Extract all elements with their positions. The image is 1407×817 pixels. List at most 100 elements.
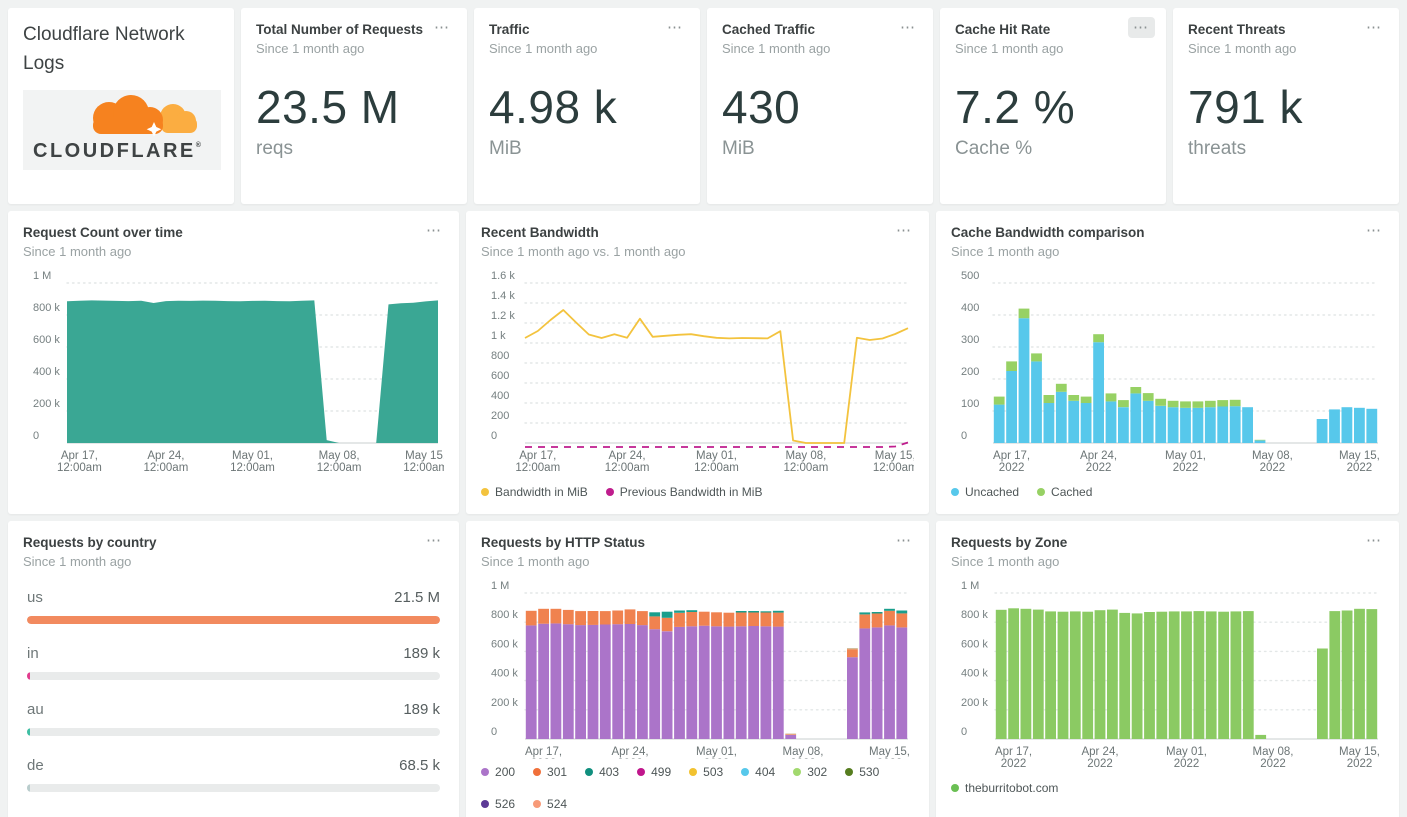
- svg-text:Apr 17,: Apr 17,: [993, 450, 1030, 462]
- legend-item[interactable]: Previous Bandwidth in MiB: [605, 485, 763, 500]
- country-row: in 189 k: [27, 645, 441, 681]
- legend-color-dot: [481, 800, 490, 808]
- legend-item[interactable]: 530: [845, 765, 879, 779]
- svg-text:12:00am: 12:00am: [784, 462, 829, 474]
- svg-text:300: 300: [961, 334, 979, 346]
- panel-title: Requests by country: [23, 535, 157, 550]
- legend-label: 499: [651, 765, 672, 779]
- svg-text:1 M: 1 M: [491, 580, 509, 592]
- legend-item[interactable]: Bandwidth in MiB: [481, 485, 588, 499]
- svg-text:200 k: 200 k: [961, 697, 988, 709]
- legend-item[interactable]: theburritobot.com: [951, 781, 1058, 795]
- panel-menu-icon[interactable]: ⋯: [1366, 532, 1383, 549]
- panel-menu-icon[interactable]: ⋯: [426, 222, 444, 239]
- svg-text:2022: 2022: [999, 462, 1025, 474]
- legend-color-dot: [605, 488, 614, 497]
- panel-menu-icon[interactable]: ⋯: [1366, 222, 1383, 239]
- panel-title: Cache Bandwidth comparison: [951, 225, 1145, 240]
- stat-panel-total-requests: ⋯ Total Number of Requests Since 1 month…: [241, 8, 467, 204]
- svg-text:400: 400: [491, 390, 509, 402]
- svg-text:May 01,: May 01,: [696, 746, 737, 758]
- svg-text:200: 200: [961, 366, 979, 378]
- chart-requests-by-country: us 21.5 M in 189 k au 189 k de 68.5: [23, 589, 444, 813]
- country-row: us 21.5 M: [27, 589, 441, 625]
- legend-item[interactable]: 499: [637, 765, 671, 779]
- legend-item[interactable]: Uncached: [951, 485, 1019, 499]
- svg-text:12:00am: 12:00am: [605, 462, 650, 474]
- panel-menu-icon[interactable]: ⋯: [426, 532, 444, 549]
- legend-color-dot: [481, 768, 490, 776]
- svg-text:12:00am: 12:00am: [515, 462, 560, 474]
- svg-text:Apr 17,: Apr 17,: [995, 746, 1032, 758]
- top-row: Cloudflare Network Logs CLOUDFLARE® ⋯: [8, 8, 1399, 204]
- stat-unit: MiB: [489, 138, 522, 160]
- panel-menu-icon[interactable]: ⋯: [896, 222, 913, 239]
- legend-item[interactable]: 403: [585, 765, 619, 779]
- panel-menu-icon[interactable]: ⋯: [1366, 19, 1383, 36]
- stat-value: 7.2 %: [955, 81, 1076, 134]
- svg-text:12:00am: 12:00am: [403, 462, 444, 474]
- panel-title: Recent Threats: [1188, 22, 1286, 37]
- legend-label: 503: [703, 765, 724, 779]
- legend-item[interactable]: Cached: [1037, 485, 1092, 499]
- svg-text:2022: 2022: [1347, 758, 1373, 770]
- svg-text:Apr 17,: Apr 17,: [525, 746, 562, 758]
- panel-menu-icon[interactable]: ⋯: [434, 19, 451, 36]
- country-row: de 68.5 k: [27, 757, 441, 793]
- panel-menu-icon[interactable]: ⋯: [896, 532, 913, 549]
- country-bar-fill: [27, 784, 30, 793]
- svg-text:Apr 24,: Apr 24,: [1081, 746, 1118, 758]
- country-bar-track: [27, 672, 441, 681]
- legend-item[interactable]: 302: [793, 765, 827, 779]
- country-label: in: [27, 645, 39, 663]
- svg-text:1 M: 1 M: [961, 580, 979, 592]
- svg-text:600 k: 600 k: [961, 639, 988, 651]
- svg-text:2022: 2022: [1174, 758, 1200, 770]
- svg-text:2022: 2022: [1260, 758, 1286, 770]
- legend-item[interactable]: 503: [689, 765, 723, 779]
- legend-item[interactable]: 526: [481, 797, 515, 811]
- svg-text:2022: 2022: [1347, 462, 1373, 474]
- legend-label: Previous Bandwidth in MiB: [619, 485, 763, 500]
- svg-text:Apr 17,: Apr 17,: [519, 450, 556, 462]
- panel-subtitle: Since 1 month ago: [489, 41, 598, 57]
- legend-color-dot: [533, 768, 542, 776]
- svg-text:1.4 k: 1.4 k: [491, 290, 515, 302]
- svg-text:0: 0: [33, 430, 39, 442]
- country-bar-track: [27, 616, 441, 625]
- panel-title: Cache Hit Rate: [955, 22, 1051, 37]
- svg-text:200 k: 200 k: [491, 697, 518, 709]
- svg-text:May 01,: May 01,: [696, 450, 737, 462]
- legend-item[interactable]: 524: [533, 797, 567, 811]
- panel-subtitle: Since 1 month ago: [1188, 41, 1297, 57]
- legend-color-dot: [793, 768, 802, 776]
- chart-cache-bandwidth: 500 400 300 200 100 0 Apr 17, 2022 Apr 24, 2022 Ma…: [951, 267, 1384, 479]
- country-value: 189 k: [403, 701, 441, 719]
- legend-item[interactable]: 200: [481, 765, 515, 779]
- svg-text:2022: 2022: [704, 758, 730, 759]
- legend-color-dot: [845, 768, 854, 776]
- panel-subtitle: Since 1 month ago: [722, 41, 831, 57]
- country-bar-fill: [27, 672, 30, 681]
- chart-request-count: 1 M 800 k 600 k 400 k 200 k 0 Apr 17, 12:00am Ap…: [23, 267, 444, 479]
- panel-menu-icon[interactable]: ⋯: [1128, 17, 1155, 38]
- country-value: 189 k: [403, 645, 441, 663]
- panel-menu-icon[interactable]: ⋯: [667, 19, 684, 36]
- svg-text:May 01,: May 01,: [1165, 450, 1206, 462]
- svg-text:1 M: 1 M: [33, 270, 51, 282]
- chart-legend: 200 301 403 499 503 404 302 530 526 524: [481, 765, 914, 811]
- legend-item[interactable]: 404: [741, 765, 775, 779]
- svg-text:1 k: 1 k: [491, 330, 506, 342]
- panel-title: Total Number of Requests: [256, 22, 424, 37]
- country-row: au 189 k: [27, 701, 441, 737]
- svg-text:500: 500: [961, 270, 979, 282]
- legend-item[interactable]: 301: [533, 765, 567, 779]
- svg-text:600 k: 600 k: [491, 639, 518, 651]
- legend-color-dot: [637, 768, 646, 776]
- country-bar-track: [27, 728, 441, 737]
- svg-text:800 k: 800 k: [961, 609, 988, 621]
- svg-text:Apr 24,: Apr 24,: [147, 450, 184, 462]
- panel-menu-icon[interactable]: ⋯: [900, 19, 917, 36]
- cloudflare-cloud-icon: [93, 95, 197, 137]
- svg-text:1.2 k: 1.2 k: [491, 310, 515, 322]
